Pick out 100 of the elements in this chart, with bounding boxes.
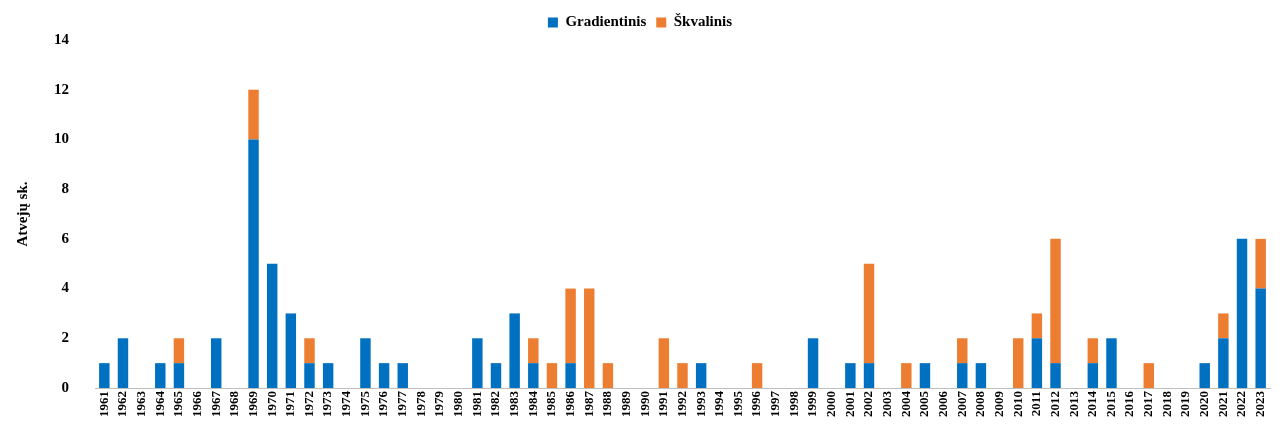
x-tick-label: 2003 xyxy=(879,390,895,417)
x-tick-label: 1998 xyxy=(785,390,801,417)
bar xyxy=(602,363,614,388)
x-tick-label: 2006 xyxy=(934,390,950,417)
x-tick-label: 2007 xyxy=(953,390,969,417)
y-axis-title: Atvejų sk. xyxy=(13,181,30,247)
x-tick-label: 2015 xyxy=(1102,390,1118,417)
x-tick-label: 1982 xyxy=(487,391,503,417)
x-tick-label: 1978 xyxy=(412,390,428,417)
bar xyxy=(322,363,334,388)
y-tick-label: 8 xyxy=(61,180,69,197)
bar xyxy=(1218,338,1229,388)
x-tick-label: 2019 xyxy=(1177,390,1193,417)
bar xyxy=(1255,288,1266,388)
bar xyxy=(509,313,520,388)
legend-label: Škvalinis xyxy=(673,13,733,30)
x-tick-label: 1988 xyxy=(599,390,615,417)
bar xyxy=(1199,363,1210,388)
bar xyxy=(546,363,558,388)
bar xyxy=(1050,238,1061,364)
x-tick-label: 1983 xyxy=(506,390,521,417)
bar xyxy=(565,363,576,388)
bar xyxy=(1087,363,1099,388)
x-tick-label: 1975 xyxy=(356,390,372,417)
bar xyxy=(751,363,763,388)
x-tick-label: 1981 xyxy=(468,391,484,417)
bar xyxy=(1143,363,1154,388)
y-tick-label: 12 xyxy=(54,80,69,97)
x-tick-label: 2002 xyxy=(860,391,876,417)
x-tick-label: 1961 xyxy=(95,391,111,417)
bar xyxy=(378,363,390,388)
bar xyxy=(1031,313,1043,339)
x-tick-label: 2016 xyxy=(1121,390,1137,417)
x-tick-label: 1989 xyxy=(617,390,633,417)
x-tick-label: 2020 xyxy=(1196,391,1212,417)
y-tick-label: 6 xyxy=(61,229,70,246)
bar xyxy=(807,338,819,388)
bar xyxy=(677,363,688,388)
bar xyxy=(1031,338,1043,388)
x-tick-label: 1968 xyxy=(226,390,242,417)
x-tick-label: 1969 xyxy=(244,390,260,417)
bar xyxy=(211,338,222,388)
bar xyxy=(975,363,987,388)
bar xyxy=(528,363,539,388)
x-tick-label: 1962 xyxy=(114,391,130,417)
x-tick-label: 2000 xyxy=(823,391,839,417)
x-tick-label: 2005 xyxy=(916,390,932,417)
x-tick-label: 1980 xyxy=(450,391,466,417)
x-tick-label: 1965 xyxy=(170,390,186,417)
x-tick-label: 1971 xyxy=(282,391,298,417)
bar xyxy=(919,363,931,388)
bar xyxy=(173,338,185,364)
x-tick-label: 2017 xyxy=(1140,390,1156,417)
x-tick-label: 1992 xyxy=(673,391,689,417)
x-tick-label: 1986 xyxy=(561,390,577,417)
bar xyxy=(1255,238,1266,289)
x-tick-label: 1964 xyxy=(151,390,167,417)
x-tick-label: 1990 xyxy=(636,391,652,417)
bar xyxy=(155,363,166,388)
bar xyxy=(248,139,259,388)
x-tick-label: 2004 xyxy=(897,390,913,417)
bar xyxy=(957,338,968,364)
bar xyxy=(248,89,259,140)
x-tick-label: 1984 xyxy=(524,390,540,417)
y-tick-label: 0 xyxy=(61,378,69,395)
bar xyxy=(304,363,315,388)
y-tick-label: 2 xyxy=(61,329,69,346)
x-tick-label: 2010 xyxy=(1009,391,1025,417)
x-tick-label: 2014 xyxy=(1084,390,1100,417)
bar xyxy=(695,363,707,388)
legend-label: Gradientinis xyxy=(565,13,647,30)
bar xyxy=(397,363,408,388)
bar xyxy=(1218,313,1229,339)
x-tick-label: 2022 xyxy=(1233,391,1249,417)
x-tick-label: 1973 xyxy=(319,390,335,417)
bar xyxy=(901,363,912,388)
bar xyxy=(472,338,483,388)
x-tick-label: 1999 xyxy=(804,390,820,417)
x-tick-label: 1995 xyxy=(729,390,745,417)
bar xyxy=(528,338,539,364)
bar xyxy=(863,363,875,388)
bar xyxy=(1087,338,1099,364)
bar xyxy=(173,363,185,388)
bar xyxy=(304,338,315,364)
x-tick-label: 2001 xyxy=(841,391,857,417)
x-tick-label: 1967 xyxy=(207,390,223,417)
x-tick-label: 2011 xyxy=(1028,391,1044,417)
x-tick-label: 1991 xyxy=(655,391,671,417)
bar xyxy=(99,363,110,388)
x-tick-label: 2012 xyxy=(1046,391,1062,417)
x-tick-label: 1972 xyxy=(300,391,316,417)
x-tick-label: 1997 xyxy=(767,390,783,417)
x-tick-label: 1994 xyxy=(711,390,727,417)
x-tick-label: 2023 xyxy=(1252,390,1268,417)
bar xyxy=(845,363,856,388)
bar xyxy=(957,363,968,388)
x-tick-label: 1976 xyxy=(375,390,391,417)
x-tick-label: 1993 xyxy=(692,390,708,417)
bar xyxy=(285,313,297,388)
x-tick-label: 1974 xyxy=(338,390,354,417)
